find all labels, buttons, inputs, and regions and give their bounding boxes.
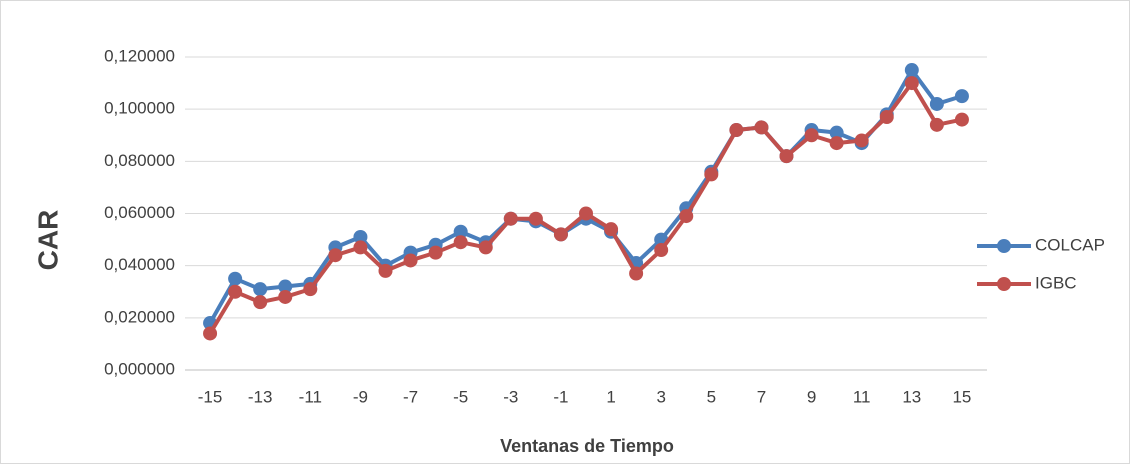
point <box>378 263 393 278</box>
x-tick-label: 1 <box>606 387 615 406</box>
point <box>303 282 318 297</box>
x-axis-title: Ventanas de Tiempo <box>500 436 674 456</box>
point <box>278 289 293 304</box>
y-tick-label: 0,000000 <box>104 359 175 378</box>
point <box>704 167 719 182</box>
legend-marker <box>997 277 1011 291</box>
x-tick-label: -15 <box>198 387 223 406</box>
x-tick-label: -7 <box>403 387 418 406</box>
point <box>353 240 368 255</box>
x-tick-label: 5 <box>707 387 716 406</box>
point <box>403 253 418 268</box>
x-tick-label: -13 <box>248 387 273 406</box>
y-tick-label: 0,040000 <box>104 255 175 274</box>
point <box>929 96 944 111</box>
x-tick-label: -5 <box>453 387 468 406</box>
point <box>679 209 694 224</box>
y-tick-label: 0,080000 <box>104 151 175 170</box>
point <box>579 206 593 221</box>
legend-marker <box>997 239 1011 253</box>
x-tick-label: 13 <box>902 387 921 406</box>
point <box>528 211 543 226</box>
y-tick-label: 0,020000 <box>104 307 175 326</box>
point <box>478 240 493 255</box>
point <box>278 279 293 294</box>
point <box>829 136 844 151</box>
point <box>754 120 769 135</box>
point <box>804 128 819 143</box>
point <box>553 227 568 242</box>
point <box>453 224 468 239</box>
x-tick-label: 7 <box>757 387 766 406</box>
y-tick-label: 0,100000 <box>104 99 175 118</box>
point <box>829 125 844 140</box>
legend-label: IGBC <box>1035 273 1077 292</box>
point <box>604 222 619 237</box>
point <box>253 295 268 310</box>
y-tick-label: 0,060000 <box>104 203 175 222</box>
point <box>854 133 869 148</box>
legend-label: COLCAP <box>1035 235 1105 254</box>
point <box>453 235 468 250</box>
point <box>779 149 794 164</box>
y-axis-title: CAR <box>32 210 63 271</box>
x-tick-label: 3 <box>656 387 665 406</box>
point <box>954 112 969 127</box>
point <box>729 123 744 138</box>
x-tick-label: -9 <box>353 387 368 406</box>
point <box>228 271 243 286</box>
point <box>203 326 218 341</box>
point <box>328 248 343 263</box>
point <box>904 63 919 78</box>
x-tick-label: 11 <box>853 387 871 406</box>
point <box>629 266 644 281</box>
y-tick-label: 0,120000 <box>104 46 175 65</box>
x-tick-label: -1 <box>553 387 568 406</box>
point <box>253 282 268 297</box>
point <box>954 89 969 104</box>
point <box>228 284 243 299</box>
point <box>353 229 368 244</box>
x-tick-label: 9 <box>807 387 816 406</box>
point <box>929 117 944 132</box>
point <box>503 211 518 226</box>
x-tick-label: -11 <box>299 387 322 406</box>
x-tick-label: 15 <box>952 387 971 406</box>
x-tick-label: -3 <box>503 387 518 406</box>
point <box>428 245 443 260</box>
point <box>879 109 894 124</box>
point <box>904 76 919 91</box>
point <box>654 243 669 258</box>
